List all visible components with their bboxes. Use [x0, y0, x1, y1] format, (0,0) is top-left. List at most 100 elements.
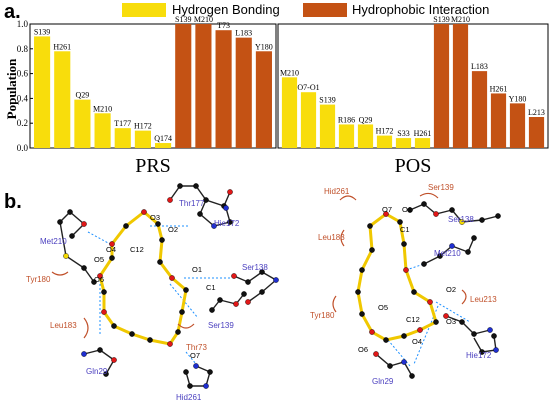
bar-data-label: R186 — [338, 115, 355, 124]
atom-marker — [459, 219, 465, 225]
atom-marker — [167, 197, 173, 203]
atom-marker — [81, 351, 87, 357]
atom-marker — [207, 369, 213, 375]
atom-label-c1: C1 — [206, 283, 216, 292]
bar-data-label: M210 — [194, 15, 213, 24]
atom-marker — [197, 211, 203, 217]
y-tick-label: 0.2 — [17, 118, 28, 128]
bar-data-label: O7-O1 — [297, 83, 319, 92]
atom-marker — [487, 327, 493, 333]
atom-marker — [401, 333, 407, 339]
residue-hid261-r: Hid261 — [324, 187, 350, 196]
bar — [433, 24, 450, 148]
bar-data-label: H261 — [490, 84, 508, 93]
hbond-lines-right — [387, 263, 471, 367]
panel-b-letter: b. — [4, 191, 22, 213]
atom-marker — [141, 209, 147, 215]
atom-marker — [233, 301, 239, 307]
atom-marker — [111, 323, 117, 329]
bar — [509, 103, 526, 148]
bar-data-label: T177 — [114, 119, 131, 128]
bar — [34, 36, 51, 148]
bar-data-label: T73 — [217, 21, 230, 30]
atom-marker — [223, 205, 229, 211]
bar — [155, 143, 172, 148]
atom-label-o7: O7 — [190, 351, 200, 360]
bar-data-label: M210 — [93, 104, 112, 113]
atom-marker — [397, 219, 403, 225]
atom-marker — [359, 311, 365, 317]
legend: Hydrogen Bonding Hydrophobic Interaction — [122, 2, 489, 17]
bar — [319, 104, 336, 148]
bar-data-label: Q174 — [154, 134, 172, 143]
atom-marker — [367, 223, 373, 229]
bar — [471, 71, 488, 148]
legend-label-hydrogen: Hydrogen Bonding — [172, 2, 280, 17]
atom-marker — [187, 383, 193, 389]
bar-data-label: S33 — [397, 129, 409, 138]
atom-marker — [259, 289, 265, 295]
atom-marker — [373, 351, 379, 357]
atom-marker — [443, 313, 449, 319]
atom-marker — [479, 349, 485, 355]
residue-bonds-left — [59, 185, 278, 387]
bar-data-label: M210 — [280, 68, 299, 77]
chart-title: POS — [395, 155, 432, 177]
residue-thr73: Thr73 — [186, 343, 207, 352]
residue-met210-r: Met210 — [434, 249, 461, 258]
atom-marker — [383, 211, 389, 217]
atom-label-o3: O3 — [150, 213, 160, 222]
bar-data-label: Q29 — [76, 91, 90, 100]
bar — [414, 138, 431, 148]
atom-label-c12-r: C12 — [406, 315, 420, 324]
atom-markers-left — [57, 183, 279, 389]
atom-label-c1-r: C1 — [400, 225, 410, 234]
atom-marker — [175, 329, 181, 335]
y-tick-label: 0.4 — [17, 93, 29, 103]
plot-frame — [29, 23, 277, 149]
atom-marker — [273, 277, 279, 283]
atom-label-o5: O5 — [94, 255, 104, 264]
atom-label-o5-r: O5 — [378, 303, 388, 312]
residue-leu213-r: Leu213 — [470, 295, 497, 304]
bar — [357, 124, 374, 148]
atom-marker — [433, 319, 439, 325]
atom-marker — [231, 273, 237, 279]
residue-gln29-r: Gln29 — [372, 377, 394, 386]
atom-label-o1-r: O1 — [402, 205, 412, 214]
atom-marker — [493, 347, 499, 353]
atom-marker — [409, 373, 415, 379]
bar — [395, 138, 412, 148]
bar — [134, 130, 151, 148]
bar-data-label: L183 — [235, 29, 252, 38]
residue-hie172-r: Hie172 — [466, 351, 492, 360]
bar — [215, 30, 232, 149]
atom-marker — [369, 329, 375, 335]
atom-marker — [159, 237, 165, 243]
atom-marker — [411, 289, 417, 295]
atom-marker — [491, 333, 497, 339]
residue-leu183-r: Leu183 — [318, 233, 345, 242]
atom-label-o4: O4 — [106, 245, 116, 254]
bar — [452, 24, 469, 148]
bar-data-label: S139 — [319, 96, 335, 105]
atom-marker — [179, 309, 185, 315]
atom-marker — [155, 221, 161, 227]
atom-marker — [217, 297, 223, 303]
atom-marker — [129, 331, 135, 337]
atom-markers-right — [355, 201, 501, 379]
residue-thr177: Thr177 — [179, 199, 205, 208]
atom-label-o7-r: O7 — [382, 205, 392, 214]
atom-marker — [355, 289, 361, 295]
bar — [490, 93, 507, 148]
bar-data-label: Q29 — [359, 115, 373, 124]
bar-data-label: L213 — [528, 108, 545, 117]
bar — [114, 128, 131, 148]
atom-marker — [147, 337, 153, 343]
legend-swatch-hydrophobic — [303, 3, 347, 17]
bar-data-label: H172 — [134, 122, 152, 131]
residue-ser138: Ser138 — [242, 263, 268, 272]
bar-data-label: Y180 — [255, 42, 273, 51]
atom-label-c12: C12 — [130, 245, 144, 254]
